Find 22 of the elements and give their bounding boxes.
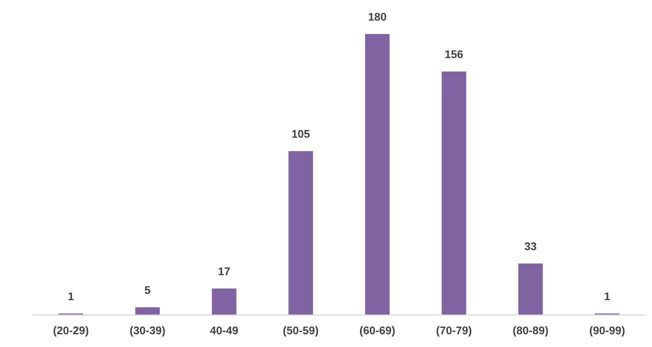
data-label: 33 <box>524 242 536 250</box>
x-tick-label: (20-29) <box>54 326 88 337</box>
x-tick-label: (90-99) <box>590 326 625 337</box>
bar <box>288 151 313 316</box>
bar <box>442 71 466 316</box>
data-label: 156 <box>445 50 463 58</box>
bar <box>212 288 236 316</box>
x-tick-label: 40-49 <box>210 326 238 334</box>
bar <box>518 264 543 316</box>
data-label: 1 <box>68 292 74 300</box>
x-tick-label: (70-79) <box>436 326 472 337</box>
bar <box>365 34 390 316</box>
data-label: 5 <box>144 286 150 294</box>
data-label: 17 <box>218 267 230 276</box>
data-label: 105 <box>292 130 310 138</box>
x-tick-label: (60-69) <box>360 326 395 337</box>
bar <box>135 307 160 316</box>
x-tick-label: (80-89) <box>513 326 548 337</box>
data-label: 180 <box>368 12 386 21</box>
data-label: 1 <box>604 292 610 300</box>
x-tick-label: (30-39) <box>130 326 165 337</box>
x-tick-label: (50-59) <box>283 326 318 337</box>
